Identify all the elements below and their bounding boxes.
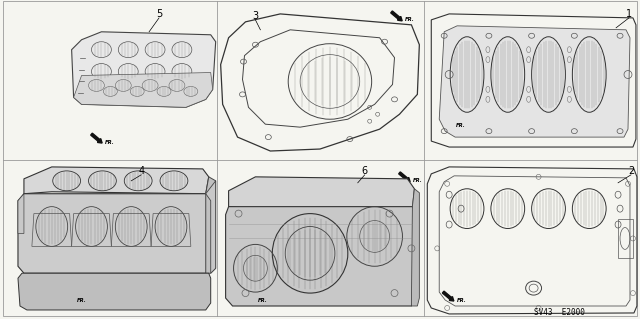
FancyArrow shape [442,291,454,301]
Polygon shape [18,194,24,234]
Text: FR.: FR. [405,17,415,22]
FancyArrow shape [391,11,402,21]
FancyArrow shape [63,291,74,301]
Text: FR.: FR. [457,298,467,302]
Polygon shape [18,194,211,273]
Polygon shape [226,207,417,306]
Polygon shape [18,273,211,310]
Text: FR.: FR. [413,178,423,183]
FancyArrow shape [91,133,102,143]
Text: 6: 6 [362,166,368,176]
Polygon shape [205,181,216,273]
Text: FR.: FR. [105,140,115,145]
Text: FR.: FR. [456,123,465,128]
Polygon shape [74,72,212,107]
Polygon shape [205,177,216,273]
Polygon shape [24,167,209,194]
Text: 4: 4 [138,166,144,176]
Polygon shape [439,26,630,137]
Text: 1: 1 [626,9,632,19]
Polygon shape [72,32,216,107]
FancyArrow shape [399,172,410,182]
Text: 2: 2 [628,166,634,176]
Text: FR.: FR. [258,298,268,302]
FancyArrow shape [442,116,453,126]
Text: 5: 5 [156,9,162,19]
Text: FR.: FR. [77,298,87,302]
Polygon shape [412,189,419,306]
Text: SV43  E2000: SV43 E2000 [534,308,584,317]
Text: 3: 3 [252,11,259,21]
Polygon shape [228,177,414,209]
FancyArrow shape [244,291,255,301]
